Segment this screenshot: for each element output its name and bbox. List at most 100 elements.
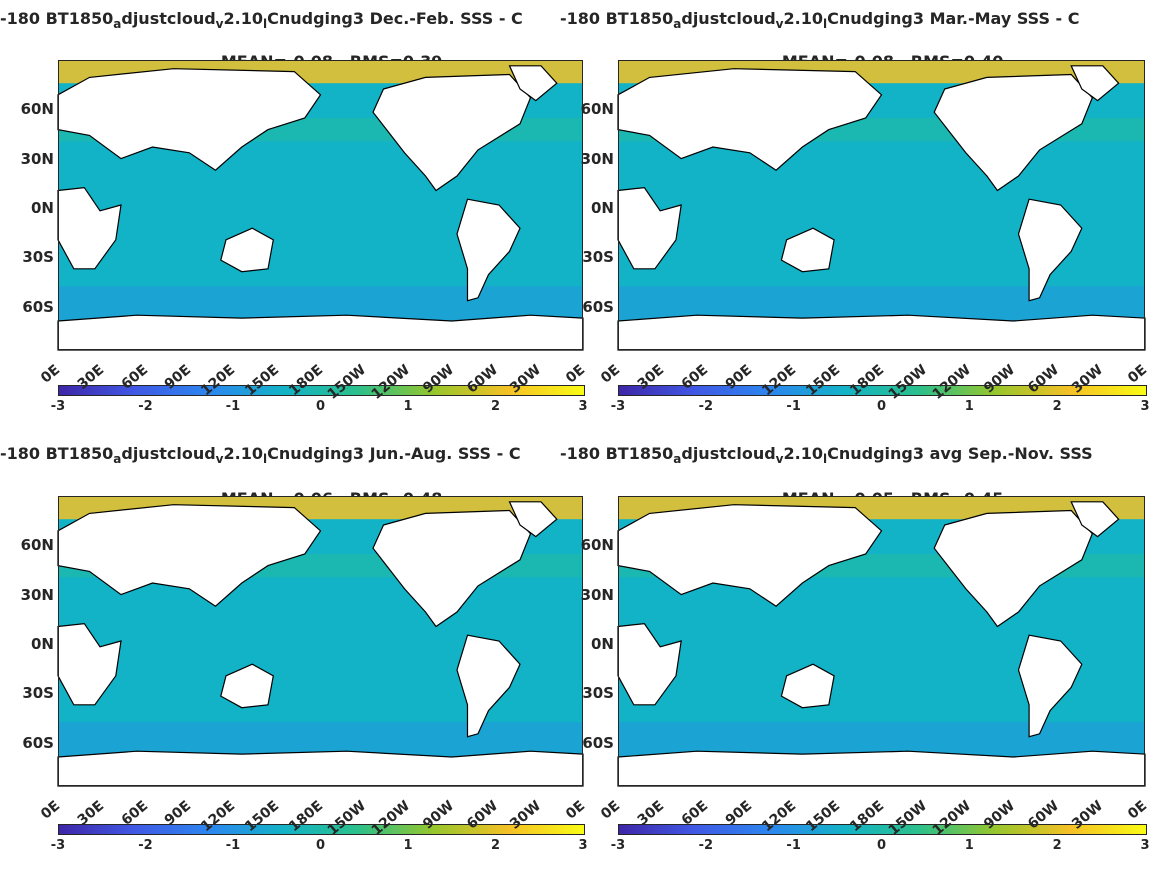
plot-frame xyxy=(618,60,1145,350)
lat-tick-label: 30N xyxy=(20,149,54,168)
colorbar-tick-label: 0 xyxy=(876,399,887,414)
lat-tick-label: 30S xyxy=(582,248,614,267)
panel-title: -180 BT1850adjustcloudv2.10lCnudging3 De… xyxy=(0,9,523,32)
colorbar-tick-label: 1 xyxy=(403,399,413,414)
landmass-south-america xyxy=(1017,198,1083,302)
landmass-north-america xyxy=(933,73,1093,192)
colorbar-tick-label: -2 xyxy=(698,838,714,853)
map-panel-son: -180 BT1850adjustcloudv2.10lCnudging3 av… xyxy=(560,435,1167,875)
colorbar-tick-label: -1 xyxy=(786,399,801,414)
colorbar-tick-label: 2 xyxy=(1052,838,1062,853)
landmass-south-america xyxy=(456,198,521,302)
landmass-north-america xyxy=(372,73,532,192)
landmass-eurasia xyxy=(617,504,883,607)
lat-tick-label: 30S xyxy=(22,684,54,703)
lon-tick-label: 30E xyxy=(634,361,668,393)
landmass-africa xyxy=(57,622,122,706)
landmass-africa xyxy=(57,186,122,270)
lat-tick-label: 0N xyxy=(591,198,614,217)
landmass-australia xyxy=(780,227,835,273)
lat-tick-label: 30S xyxy=(22,248,54,267)
colorbar-tick-label: -1 xyxy=(786,838,801,853)
panel-title: -180 BT1850adjustcloudv2.10lCnudging3 av… xyxy=(560,444,1093,467)
map-panel-mam: -180 BT1850adjustcloudv2.10lCnudging3 Ma… xyxy=(560,0,1167,430)
landmass-australia xyxy=(780,663,835,709)
landmass-greenland xyxy=(508,501,558,538)
colorbar-tick-label: -1 xyxy=(225,838,241,853)
colorbar-tick-label: -2 xyxy=(138,399,153,414)
colorbar-tick-label: 0 xyxy=(876,838,887,853)
lon-tick-label: 90E xyxy=(161,361,195,393)
landmass-antarctica xyxy=(57,314,584,351)
colorbar-tick-label: 2 xyxy=(1052,399,1062,414)
map-panel-djf: -180 BT1850adjustcloudv2.10lCnudging3 De… xyxy=(0,0,590,430)
landmass-antarctica xyxy=(617,314,1146,351)
landmass-eurasia xyxy=(617,68,883,171)
colorbar-tick-label: 1 xyxy=(964,399,974,414)
colorbar-tick-label: 0 xyxy=(315,399,326,414)
panel-title: -180 BT1850adjustcloudv2.10lCnudging3 Ju… xyxy=(0,444,521,467)
landmass-south-america xyxy=(456,634,521,738)
colorbar-tick-label: 3 xyxy=(1140,399,1150,414)
lat-tick-label: 60N xyxy=(580,536,614,555)
lon-tick-label: 0E xyxy=(38,797,64,823)
map-plot xyxy=(57,60,584,351)
lon-tick-label: 90W xyxy=(419,361,457,397)
lat-tick-label: 60N xyxy=(20,100,54,119)
colorbar xyxy=(58,385,585,396)
lat-tick-label: 60N xyxy=(20,536,54,555)
lat-tick-label: 60N xyxy=(580,100,614,119)
colorbar-tick-label: 1 xyxy=(403,838,413,853)
lon-tick-label: 150E xyxy=(802,361,843,400)
landmass-australia xyxy=(220,227,274,273)
lat-tick-label: 30N xyxy=(580,585,614,604)
lat-tick-label: 60S xyxy=(22,297,54,316)
colorbar xyxy=(618,824,1147,835)
landmass-north-america xyxy=(933,509,1093,628)
colorbar-tick-label: -2 xyxy=(138,838,153,853)
landmass-africa xyxy=(617,622,682,706)
landmass-greenland xyxy=(1070,501,1120,538)
map-plot xyxy=(57,496,584,787)
map-plot xyxy=(617,60,1146,351)
colorbar-tick-label: 2 xyxy=(490,838,501,853)
lat-tick-label: 0N xyxy=(591,634,614,653)
plot-frame xyxy=(618,496,1145,786)
lon-tick-label: 0E xyxy=(598,797,624,823)
colorbar-tick-label: -1 xyxy=(225,399,241,414)
lon-tick-label: 30W xyxy=(507,361,545,397)
colorbar-tick-label: -3 xyxy=(50,838,66,853)
lat-tick-label: 60S xyxy=(22,733,54,752)
colorbar-tick-label: -3 xyxy=(610,399,626,414)
landmass-greenland xyxy=(508,65,558,102)
landmass-eurasia xyxy=(57,68,322,171)
lat-tick-label: 30N xyxy=(580,149,614,168)
lat-tick-label: 30S xyxy=(582,684,614,703)
lat-tick-label: 30N xyxy=(20,585,54,604)
lat-tick-label: 60S xyxy=(582,733,614,752)
colorbar-tick-label: -2 xyxy=(698,399,714,414)
colorbar-tick-label: 3 xyxy=(578,399,588,414)
lat-tick-label: 0N xyxy=(31,198,54,217)
lon-tick-label: 90W xyxy=(981,361,1019,397)
colorbar-tick-label: 3 xyxy=(578,838,588,853)
colorbar-tick-label: 2 xyxy=(490,399,501,414)
lon-tick-label: 150W xyxy=(886,361,931,403)
landmass-antarctica xyxy=(57,750,584,787)
colorbar-tick-label: 3 xyxy=(1140,838,1150,853)
landmass-australia xyxy=(220,663,274,709)
landmass-antarctica xyxy=(617,750,1146,787)
landmass-africa xyxy=(617,186,682,270)
map-plot xyxy=(617,496,1146,787)
colorbar xyxy=(618,385,1147,396)
lon-tick-label: 150W xyxy=(324,361,370,403)
lon-tick-label: 30W xyxy=(1069,361,1107,397)
colorbar-tick-label: -3 xyxy=(610,838,626,853)
plot-frame xyxy=(58,496,583,786)
panel-title: -180 BT1850adjustcloudv2.10lCnudging3 Ma… xyxy=(560,9,1080,32)
lon-tick-label: 150E xyxy=(241,361,282,400)
lon-tick-label: 90E xyxy=(722,361,755,393)
colorbar-tick-label: 0 xyxy=(315,838,326,853)
colorbar xyxy=(58,824,585,835)
colorbar-tick-label: 1 xyxy=(964,838,974,853)
